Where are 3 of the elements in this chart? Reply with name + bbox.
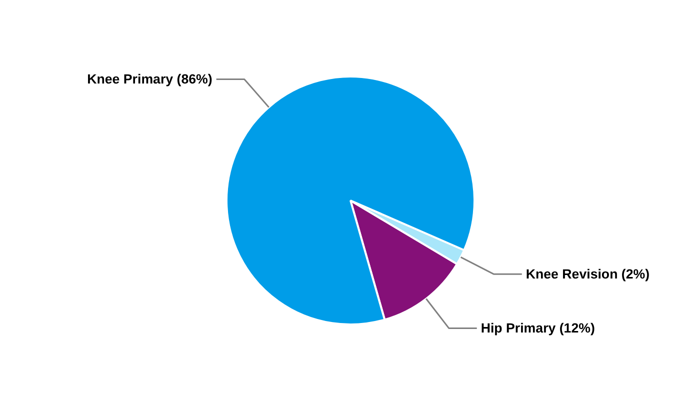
slice-label: Knee Primary (86%) xyxy=(87,72,212,87)
slice-label: Knee Revision (2%) xyxy=(526,266,650,282)
slice-label: Hip Primary (12%) xyxy=(480,320,595,336)
